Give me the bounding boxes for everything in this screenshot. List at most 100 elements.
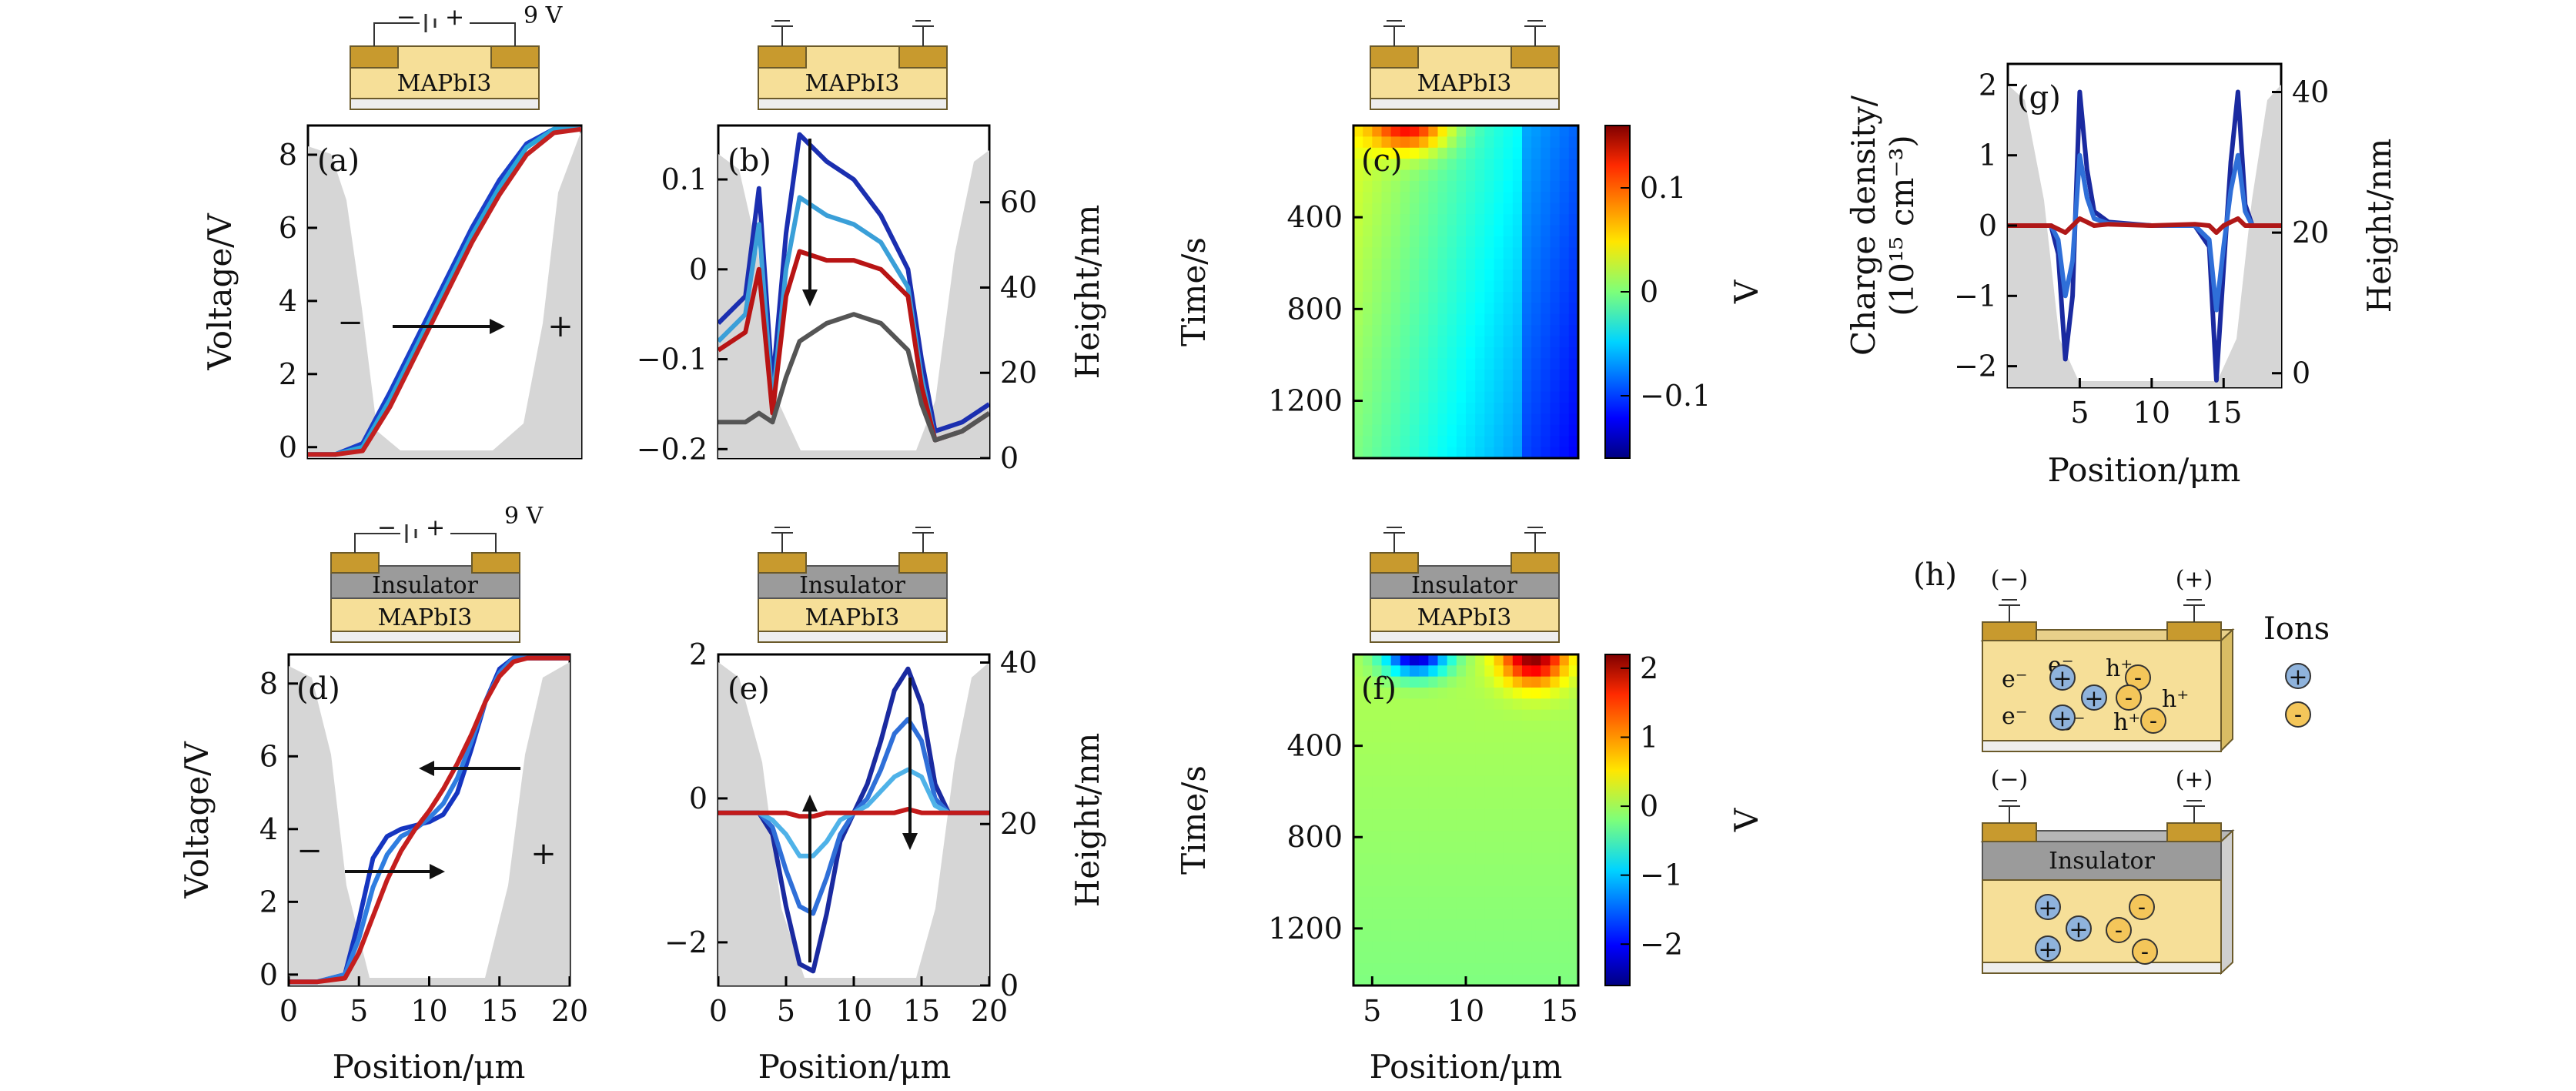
heat-cell	[1512, 808, 1523, 821]
heat-cell	[1410, 808, 1420, 821]
heat-cell	[1559, 842, 1570, 854]
heat-cell	[1475, 665, 1485, 678]
heat-cell	[1550, 930, 1561, 942]
heat-cell	[1559, 413, 1570, 426]
heat-cell	[1512, 742, 1523, 755]
heat-cell	[1475, 864, 1485, 876]
series-a-3	[308, 126, 581, 457]
heat-cell	[1541, 775, 1551, 788]
heat-cell	[1447, 742, 1457, 755]
heat-cell	[1503, 765, 1514, 777]
heat-cell	[1372, 952, 1383, 964]
heat-cell	[1484, 787, 1495, 798]
heat-cell	[1419, 436, 1429, 448]
heat-cell	[1363, 742, 1373, 755]
heat-cell	[1353, 347, 1363, 359]
heat-cell	[1475, 380, 1485, 393]
heat-cell	[1456, 853, 1467, 865]
heat-cell	[1550, 325, 1561, 337]
heat-cell	[1475, 169, 1485, 182]
heat-cell	[1447, 192, 1457, 204]
heat-cell	[1475, 963, 1485, 976]
heat-cell	[1410, 292, 1420, 303]
heat-cell	[1466, 665, 1476, 678]
heat-cell	[1541, 963, 1551, 976]
heat-cell	[1456, 225, 1467, 237]
heat-cell	[1494, 269, 1504, 282]
ytick-label: −2	[664, 925, 708, 959]
heat-cell	[1531, 963, 1541, 976]
heat-cell	[1447, 709, 1457, 721]
heat-cell	[1447, 236, 1457, 248]
heat-cell	[1494, 447, 1504, 459]
heat-cell	[1531, 325, 1541, 337]
heat-cell	[1559, 336, 1570, 348]
heat-cell	[1550, 292, 1561, 303]
ytick-label: 8	[259, 667, 278, 701]
heat-cell	[1419, 159, 1429, 171]
heat-cell	[1475, 225, 1485, 237]
heat-cell	[1466, 313, 1476, 326]
heat-cell	[1428, 742, 1439, 755]
heat-cell	[1484, 831, 1495, 843]
heat-cell	[1400, 380, 1410, 393]
heat-cell	[1466, 169, 1476, 182]
heat-cell	[1428, 303, 1439, 315]
heat-cell	[1410, 787, 1420, 798]
heat-cell	[1568, 380, 1579, 393]
heat-cell	[1531, 709, 1541, 721]
heat-cell	[1353, 147, 1363, 159]
heat-cell	[1390, 765, 1401, 777]
heat-cell	[1503, 225, 1514, 237]
heat-cell	[1494, 974, 1504, 986]
heat-cell	[1503, 214, 1514, 226]
heat-cell	[1550, 424, 1561, 437]
heat-cell	[1390, 754, 1401, 765]
heat-cell	[1531, 380, 1541, 393]
bias-minus-d: −	[377, 514, 396, 541]
heat-cell	[1522, 787, 1532, 798]
heat-cell	[1428, 842, 1439, 854]
heat-cell	[1419, 731, 1429, 744]
heat-cell	[1541, 403, 1551, 414]
heat-cell	[1512, 963, 1523, 976]
heat-cell	[1541, 292, 1551, 303]
heat-cell	[1410, 688, 1420, 699]
ytick-label: 0	[259, 958, 278, 992]
heat-cell	[1559, 864, 1570, 876]
heat-cell	[1372, 358, 1383, 370]
heat-cell	[1456, 654, 1467, 666]
svg-text:+: +	[2038, 895, 2057, 922]
heat-cell	[1456, 303, 1467, 315]
heat-cell	[1390, 654, 1401, 666]
heat-cell	[1559, 798, 1570, 810]
heat-cell	[1428, 808, 1439, 821]
heat-cell	[1390, 930, 1401, 942]
heat-cell	[1522, 908, 1532, 920]
heat-cell	[1372, 313, 1383, 326]
heat-cell	[1550, 919, 1561, 931]
heat-cell	[1568, 963, 1579, 976]
heat-cell	[1484, 280, 1495, 293]
heat-cell	[1531, 688, 1541, 699]
heat-cell	[1381, 721, 1392, 732]
heat-cell	[1400, 136, 1410, 149]
heat-cell	[1559, 369, 1570, 381]
heat-cell	[1568, 820, 1579, 832]
heat-cell	[1541, 908, 1551, 920]
heat-cell	[1410, 974, 1420, 986]
heat-cell	[1456, 787, 1467, 798]
heat-cell	[1400, 709, 1410, 721]
heat-cell	[1437, 853, 1448, 865]
heat-cell	[1410, 147, 1420, 159]
heat-cell	[1390, 897, 1401, 909]
ytick-label: 40	[2292, 75, 2329, 109]
heat-cell	[1428, 125, 1439, 137]
heat-cell	[1419, 765, 1429, 777]
heat-cell	[1456, 731, 1467, 744]
heat-cell	[1390, 380, 1401, 393]
heat-cell	[1428, 820, 1439, 832]
heat-cell	[1466, 974, 1476, 986]
